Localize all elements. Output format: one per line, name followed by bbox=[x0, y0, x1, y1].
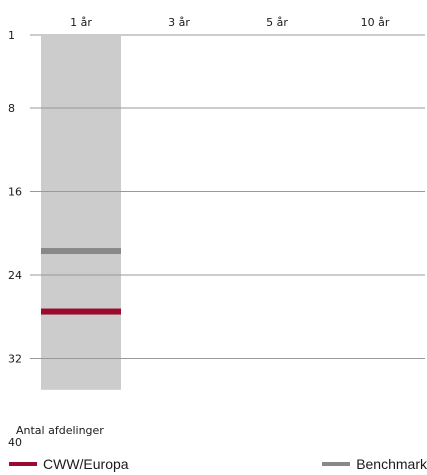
y-tick-label: 8 bbox=[8, 102, 15, 115]
legend-label-cww-europa: CWW/Europa bbox=[43, 456, 129, 472]
y-axis-label: Antal afdelinger bbox=[16, 424, 104, 437]
legend-item-benchmark: Benchmark bbox=[322, 454, 427, 474]
series-marker-cww-europa bbox=[41, 308, 121, 315]
y-tick-label: 1 bbox=[8, 29, 15, 42]
y-tick-label: 16 bbox=[8, 186, 22, 199]
legend-swatch-cww-europa bbox=[9, 462, 37, 466]
series-marker-benchmark bbox=[41, 248, 121, 255]
x-tick-label: 5 år bbox=[266, 16, 288, 29]
x-tick-label: 1 år bbox=[70, 16, 92, 29]
legend-label-benchmark: Benchmark bbox=[356, 456, 427, 472]
y-tick-label: 40 bbox=[8, 436, 22, 449]
bar-range bbox=[41, 35, 121, 390]
y-tick-label: 24 bbox=[8, 269, 22, 282]
legend-item-cww-europa: CWW/Europa bbox=[9, 454, 129, 474]
y-tick-label: 32 bbox=[8, 353, 22, 366]
legend-swatch-benchmark bbox=[322, 462, 351, 466]
x-tick-label: 10 år bbox=[361, 16, 390, 29]
x-tick-label: 3 år bbox=[168, 16, 190, 29]
